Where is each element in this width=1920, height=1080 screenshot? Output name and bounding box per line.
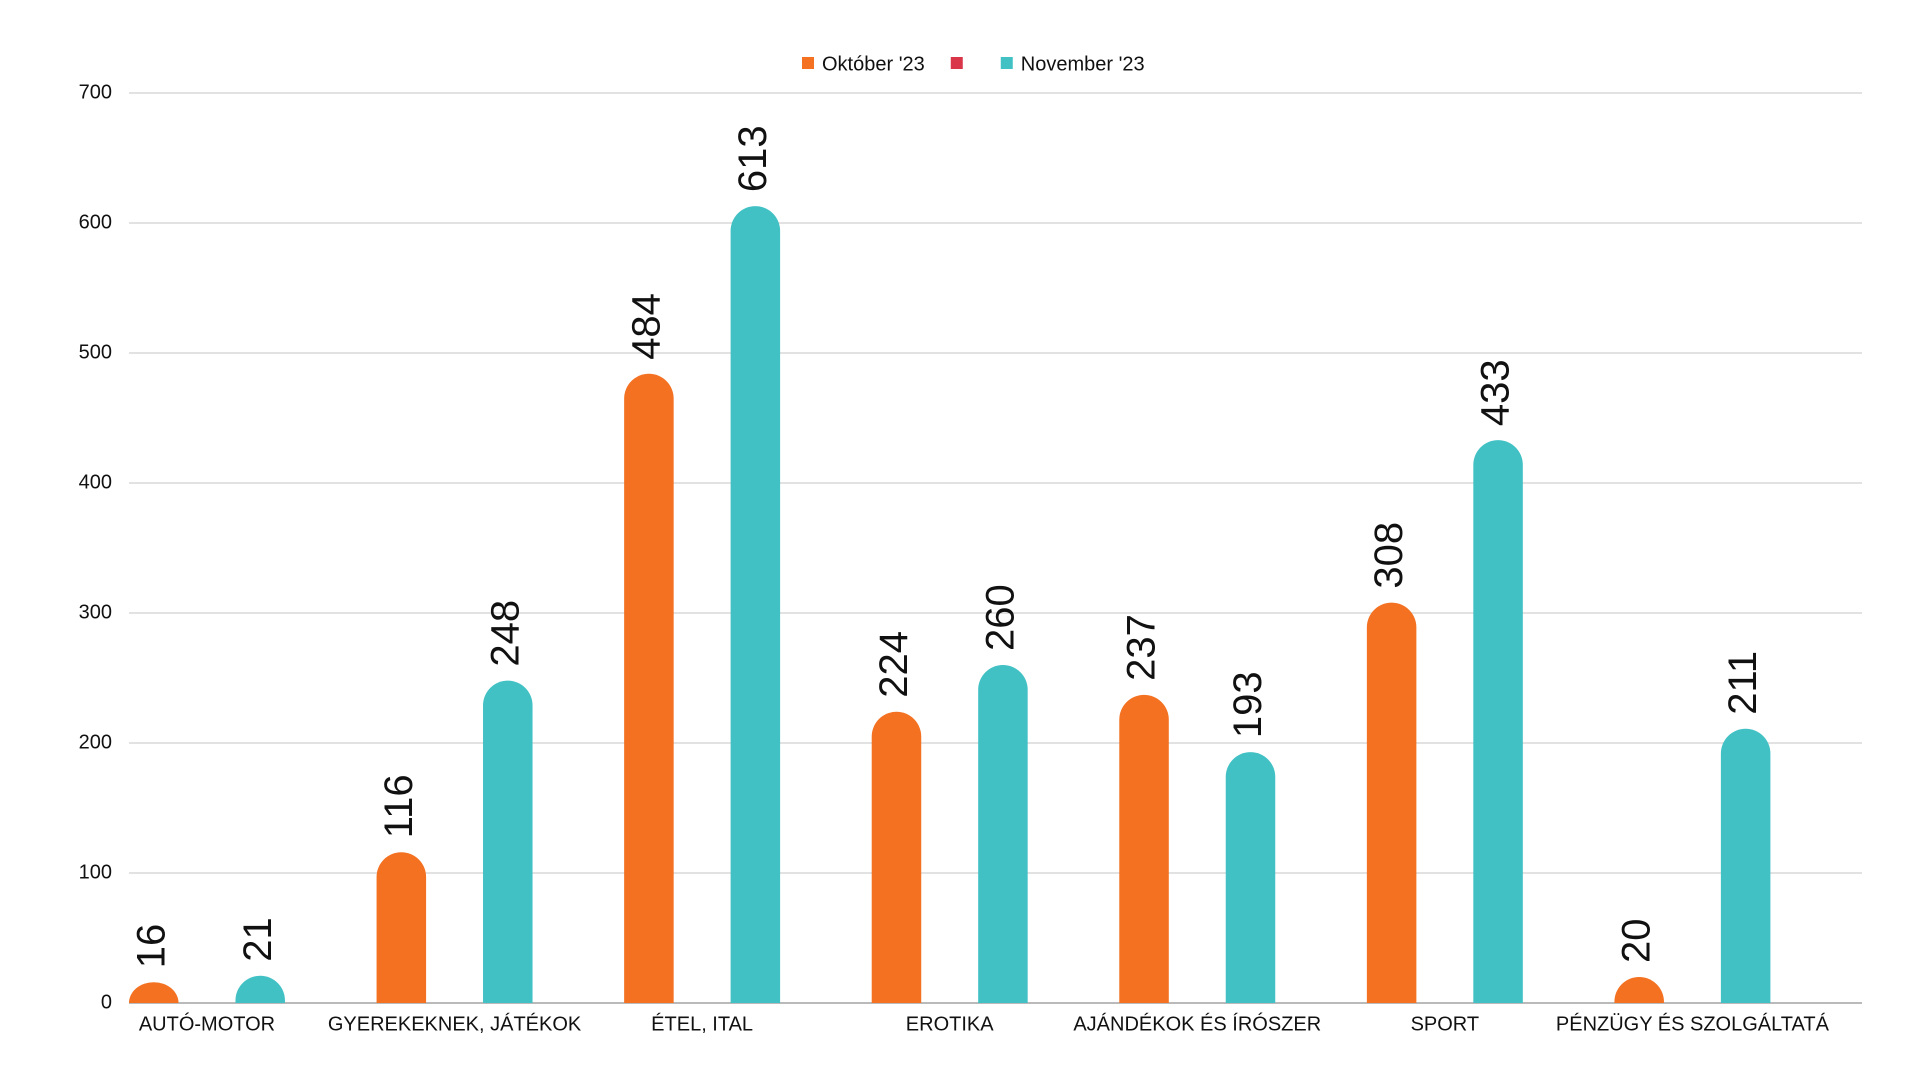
value-label: 193 xyxy=(1226,671,1270,738)
value-label: 211 xyxy=(1721,651,1765,715)
legend-marker xyxy=(950,57,963,69)
bar xyxy=(1119,694,1169,1003)
bar xyxy=(483,680,533,1003)
value-label: 248 xyxy=(483,600,527,667)
value-label: 484 xyxy=(624,293,668,360)
legend-label: November '23 xyxy=(1021,53,1145,75)
value-label: 613 xyxy=(731,125,775,192)
bar xyxy=(978,665,1028,1003)
value-label: 21 xyxy=(236,917,280,962)
bar xyxy=(730,206,781,1004)
y-tick-label: 100 xyxy=(79,861,112,883)
y-tick-label: 300 xyxy=(79,601,112,623)
y-tick-label: 0 xyxy=(101,991,112,1013)
y-tick-label: 500 xyxy=(79,341,112,363)
bar xyxy=(1614,977,1664,1003)
value-label: 16 xyxy=(129,924,173,969)
bar xyxy=(1225,752,1276,1003)
value-label: 237 xyxy=(1120,614,1164,681)
bar xyxy=(624,373,674,1003)
bar xyxy=(376,852,427,1003)
x-tick-label: ÉTEL, ITAL xyxy=(651,1012,753,1035)
bar xyxy=(235,975,285,1003)
x-tick-label: AUTÓ-MOTOR xyxy=(139,1012,275,1035)
x-tick-label: GYEREKEKNEK, JÁTÉKOK xyxy=(328,1012,582,1035)
bar xyxy=(1720,728,1771,1003)
value-label: 260 xyxy=(978,584,1022,651)
bar xyxy=(1366,602,1417,1003)
legend-label: Október '23 xyxy=(822,53,925,75)
x-tick-label: AJÁNDÉKOK ÉS ÍRÓSZER xyxy=(1073,1012,1321,1035)
x-tick-label: EROTIKA xyxy=(906,1013,994,1035)
legend-marker xyxy=(802,57,814,69)
value-label: 20 xyxy=(1615,919,1659,964)
x-tick-label: PÉNZÜGY ÉS SZOLGÁLTATÁ xyxy=(1556,1012,1830,1035)
y-tick-label: 200 xyxy=(79,731,112,753)
legend-marker xyxy=(1000,57,1013,69)
bar xyxy=(1473,440,1523,1004)
y-tick-label: 700 xyxy=(79,81,112,103)
value-label: 308 xyxy=(1367,522,1411,589)
y-tick-label: 400 xyxy=(79,471,112,493)
bar xyxy=(129,982,179,1003)
y-tick-label: 600 xyxy=(79,211,112,233)
x-tick-label: SPORT xyxy=(1411,1013,1480,1035)
value-label: 224 xyxy=(872,631,916,698)
value-label: 433 xyxy=(1474,359,1518,426)
bar xyxy=(871,711,922,1003)
value-label: 116 xyxy=(377,774,421,838)
